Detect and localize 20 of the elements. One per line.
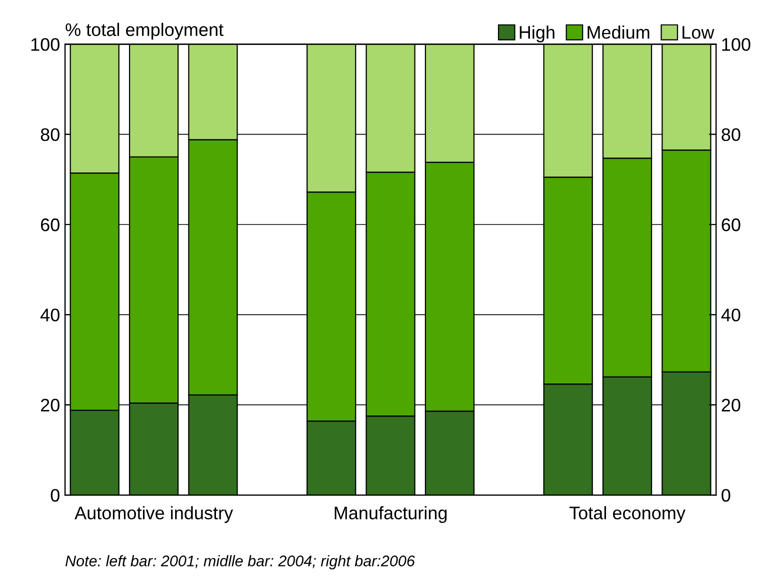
y2-tick-label: 40 (721, 308, 740, 322)
y2-tick-label: 100 (722, 38, 750, 51)
y2-tick-label: 80 (722, 128, 740, 142)
y-tick-label: 40 (40, 308, 60, 322)
x-tick-label: Automotive industry (74, 506, 234, 523)
y-tick-label: 20 (40, 398, 60, 412)
y-tick-label: 100 (31, 38, 60, 51)
x-tick-label: Total economy (569, 506, 686, 523)
y-tick-label: 80 (40, 128, 60, 142)
legend-label: High (520, 26, 554, 42)
y-tick-label: 60 (41, 218, 60, 232)
legend-label: Medium (588, 26, 650, 39)
y-tick-label: 0 (50, 488, 60, 502)
y-axis-title: % total employment (66, 22, 224, 40)
y2-tick-label: 60 (722, 218, 740, 232)
y2-tick-label: 20 (722, 398, 740, 412)
y2-tick-label: 0 (722, 488, 730, 502)
text: Note: left bar: 2001; midlle bar: 2004; right bar:2006 (65, 555, 415, 570)
x-tick-label: Manufacturing (334, 506, 447, 523)
legend-label: Low (682, 26, 714, 39)
